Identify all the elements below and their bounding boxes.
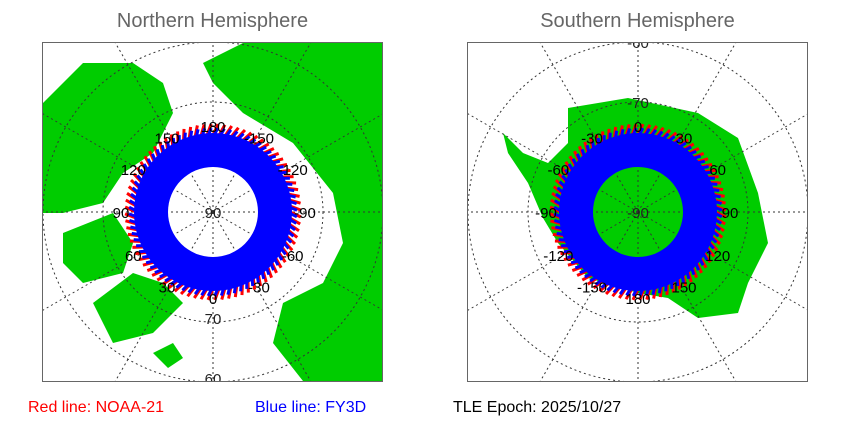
landmass: [203, 43, 382, 381]
longitude-label: -60: [282, 248, 304, 265]
tle-epoch: TLE Epoch: 2025/10/27: [453, 399, 622, 416]
latitude-label: 70: [205, 311, 222, 328]
longitude-label: 180: [625, 291, 650, 308]
longitude-label: 120: [705, 248, 730, 265]
longitude-label: 180: [200, 119, 225, 136]
north-map: 180 150 120 90 60 30 0 -30 -60 -90 -120 -150 90 70 60: [42, 42, 383, 382]
north-polar-plot: 180 150 120 90 60 30 0 -30 -60 -90 -120-150 90 70 60: [43, 43, 382, 381]
longitude-label: -60: [547, 162, 569, 179]
landmass: [43, 63, 173, 213]
longitude-label: 60: [709, 162, 726, 179]
longitude-label: 0: [634, 119, 642, 136]
longitude-label: 30: [676, 131, 693, 148]
longitude-label: 90: [722, 205, 739, 222]
longitude-label: 150: [671, 279, 696, 296]
legend-blue: Blue line: FY3D: [255, 399, 367, 416]
south-map: 0 30 60 90 120 150 180 -150 -120 -90 -60 -30 -90 -70 -…: [467, 42, 808, 382]
longitude-label: -120: [543, 248, 573, 265]
latitude-label: -70: [627, 95, 649, 112]
landmass: [153, 343, 183, 368]
longitude-label: -150: [244, 131, 274, 148]
longitude-label: -90: [535, 205, 557, 222]
longitude-label: 30: [159, 279, 176, 296]
landmass: [63, 213, 133, 283]
longitude-label: -90: [294, 205, 316, 222]
longitude-label: 60: [125, 248, 142, 265]
longitude-label: -30: [581, 131, 603, 148]
longitude-label: 150: [154, 131, 179, 148]
longitude-label: -150: [577, 279, 607, 296]
landmass: [93, 273, 183, 343]
longitude-label: 120: [121, 162, 146, 179]
longitude-label: -30: [248, 279, 270, 296]
fy3d-track-band: [134, 133, 292, 291]
longitude-label: 0: [209, 291, 217, 308]
latitude-label: -60: [627, 43, 649, 52]
legend-red: Red line: NOAA-21: [28, 399, 165, 416]
south-title: Southern Hemisphere: [540, 10, 735, 32]
north-title: Northern Hemisphere: [116, 10, 309, 32]
fy3d-track-band: [559, 133, 717, 291]
south-polar-plot: 0 30 60 90 120 150 180 -150-120 -90 -60 -30 -90 -70 -…: [468, 43, 807, 381]
latitude-label: 60: [205, 371, 222, 381]
longitude-label: 90: [113, 205, 130, 222]
longitude-label: -120: [278, 162, 308, 179]
latitude-label: -90: [627, 205, 649, 222]
latitude-label: 90: [205, 205, 222, 222]
